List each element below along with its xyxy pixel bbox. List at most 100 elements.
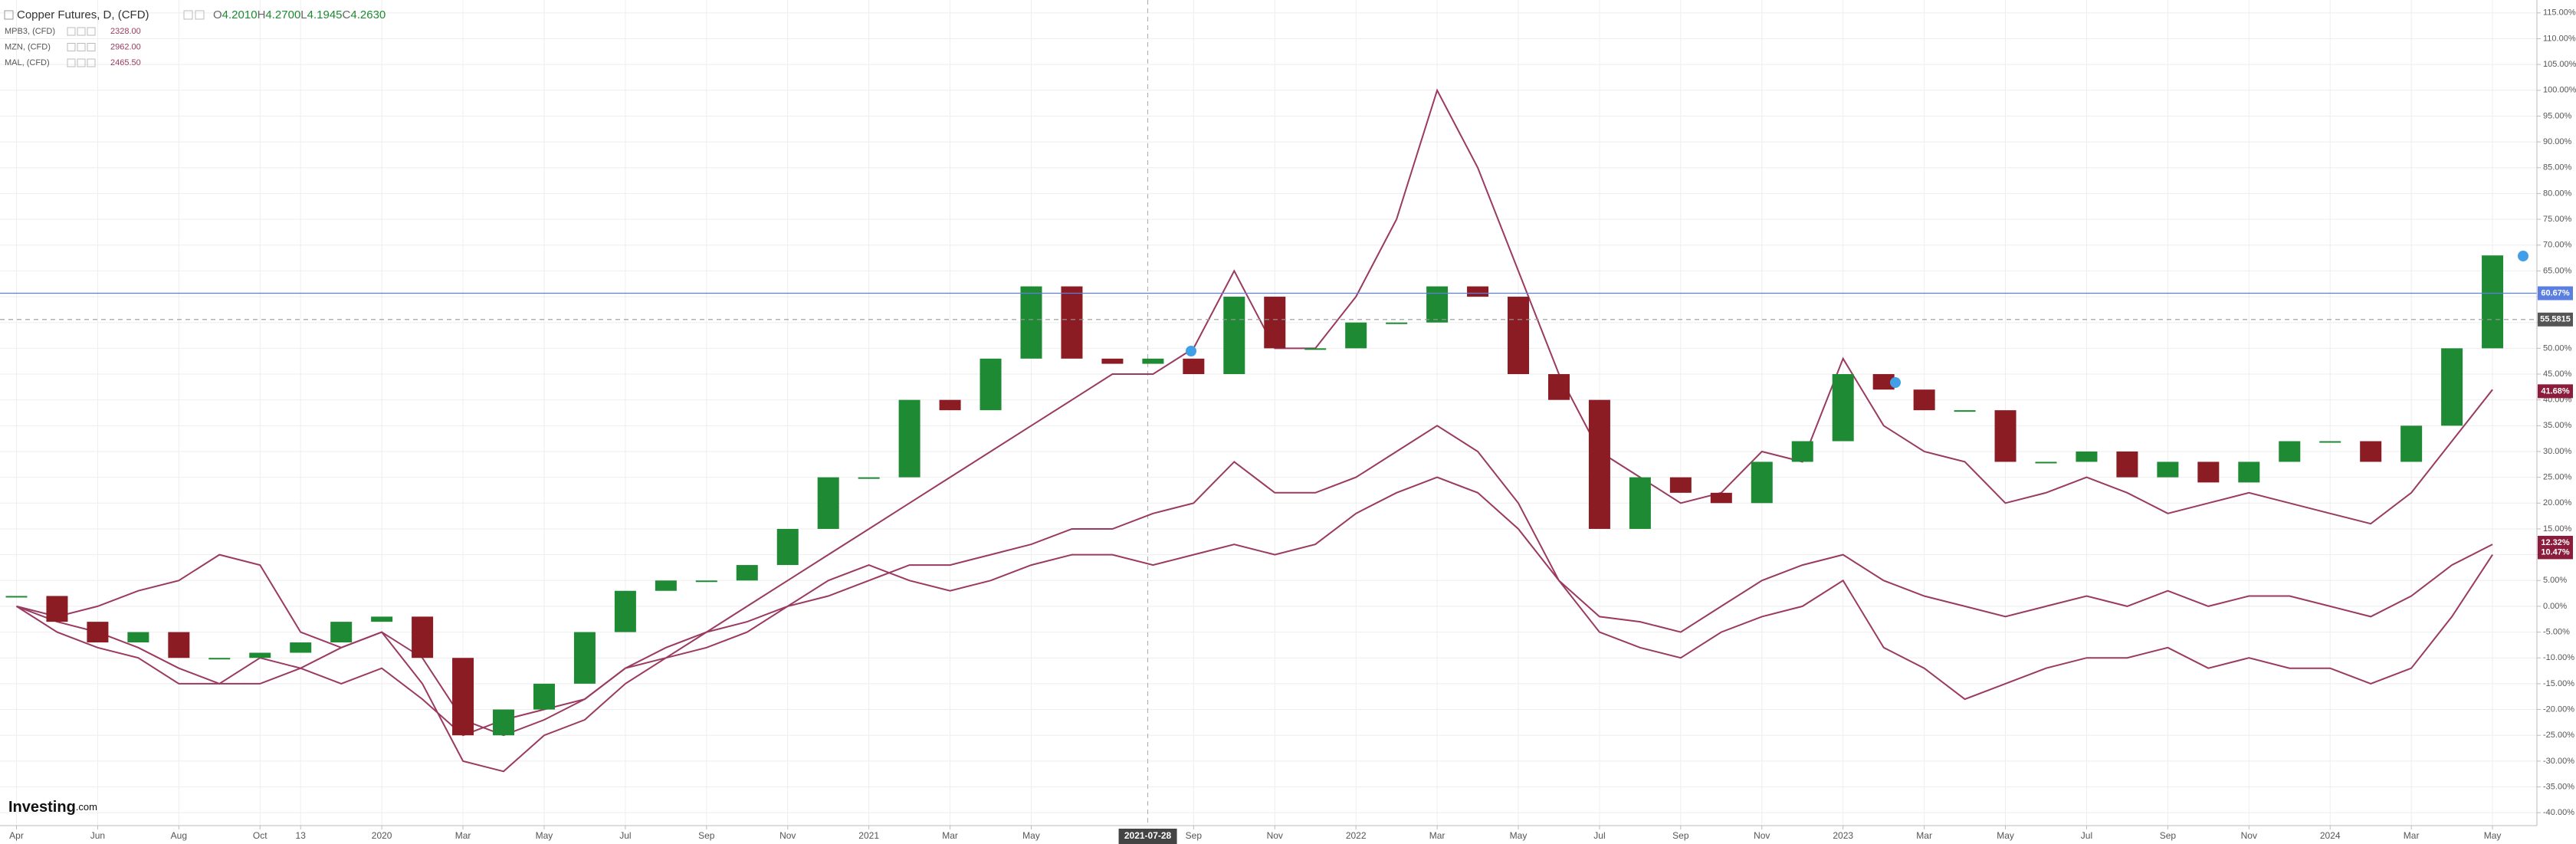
x-tick-label: 2024: [2320, 830, 2341, 841]
y-tick-label: 105.00%: [2543, 60, 2576, 69]
ohlc-key: L: [300, 8, 307, 21]
candle: [1994, 410, 2016, 462]
ohlc-value: 4.1945: [307, 8, 343, 21]
series-line: [16, 88, 2493, 773]
y-tick-label: 90.00%: [2543, 137, 2572, 146]
candle: [1588, 399, 1610, 529]
logo: Investing.com: [8, 799, 97, 816]
logo-main: Investing: [8, 799, 76, 816]
y-tick-label: 45.00%: [2543, 369, 2572, 379]
marks: [0, 0, 2537, 826]
price-badge-label: 41.68%: [2541, 386, 2570, 396]
candle: [127, 632, 149, 643]
candle: [46, 596, 68, 622]
candle: [1751, 461, 1773, 504]
y-tick-label: -20.00%: [2543, 704, 2574, 714]
candle: [573, 632, 596, 684]
legend-name: MZN, (CFD): [5, 42, 51, 51]
ohlc-value: 4.2010: [222, 8, 258, 21]
candle: [412, 616, 434, 658]
legend-price: 2962.00: [110, 42, 141, 51]
y-tick-label: 115.00%: [2543, 8, 2576, 18]
candle: [1954, 410, 1976, 412]
legend-icon: [77, 58, 86, 67]
event-marker[interactable]: [1890, 377, 1901, 388]
price-badge: [2538, 286, 2573, 300]
candle: [1426, 286, 1449, 323]
icon[interactable]: [183, 10, 193, 20]
x-tick-label: May: [2484, 830, 2502, 841]
legend-price: 2328.00: [110, 27, 141, 36]
y-tick-label: -35.00%: [2543, 782, 2574, 791]
y-tick-label: 80.00%: [2543, 189, 2572, 198]
y-tick-label: -15.00%: [2543, 679, 2574, 688]
candle: [695, 580, 717, 583]
candle: [614, 590, 636, 632]
candle: [2400, 425, 2423, 462]
candle: [776, 528, 799, 566]
candle: [736, 565, 758, 581]
ohlc-key: H: [258, 8, 266, 21]
y-tick-label: -10.00%: [2543, 653, 2574, 662]
candle: [939, 399, 961, 411]
legend-icon: [67, 27, 76, 36]
legend-icon: [67, 58, 76, 67]
candle: [898, 399, 920, 478]
candle: [1791, 441, 1813, 462]
candle: [1467, 286, 1489, 297]
y-tick-label: -5.00%: [2543, 627, 2570, 636]
collapse-icon[interactable]: [4, 10, 14, 20]
x-tick-label: May: [1997, 830, 2014, 841]
title-icons: [183, 10, 205, 20]
y-tick-label: 25.00%: [2543, 473, 2572, 482]
icon[interactable]: [195, 10, 205, 20]
x-tick-label: Mar: [2404, 830, 2420, 841]
y-tick-label: 15.00%: [2543, 524, 2572, 534]
x-tick-label: Nov: [1754, 830, 1770, 841]
x-tick-label: 2021: [858, 830, 879, 841]
price-badge-label: 10.47%: [2541, 547, 2570, 557]
candle: [2360, 441, 2382, 462]
y-tick-label: 30.00%: [2543, 447, 2572, 456]
event-marker[interactable]: [2518, 251, 2528, 261]
x-tick-label: May: [1510, 830, 1528, 841]
candle: [1913, 389, 1935, 411]
event-marker[interactable]: [1186, 346, 1196, 356]
price-badge: [2538, 384, 2573, 399]
x-tick-label: Oct: [253, 830, 267, 841]
price-badge-label: 12.32%: [2541, 538, 2570, 547]
candle: [1304, 348, 1327, 350]
candle: [817, 477, 839, 529]
event-markers: [1186, 251, 2528, 388]
candle: [1061, 286, 1083, 359]
candle: [2116, 451, 2138, 478]
x-tick-label: Mar: [942, 830, 958, 841]
candle: [2441, 348, 2463, 426]
candle: [2482, 255, 2504, 349]
candle: [1629, 477, 1651, 529]
x-tick-label: Jul: [1593, 830, 1605, 841]
candle: [87, 622, 109, 643]
candle: [980, 358, 1002, 411]
candle: [330, 622, 353, 643]
price-badge: [2538, 545, 2573, 560]
x-tick-label: Sep: [1186, 830, 1203, 841]
candle: [1832, 374, 1854, 442]
candle: [1345, 322, 1367, 349]
y-tick-label: 70.00%: [2543, 241, 2572, 250]
candle: [168, 632, 190, 658]
candle: [1508, 297, 1530, 375]
ohlc-value: 4.2700: [265, 8, 300, 21]
candle: [1101, 358, 1124, 364]
x-tick-label: Nov: [1267, 830, 1283, 841]
ohlc-key: C: [343, 8, 351, 21]
x-tick-label: Sep: [698, 830, 715, 841]
candle: [1547, 374, 1570, 400]
candle: [1183, 358, 1205, 375]
y-tick-label: -25.00%: [2543, 731, 2574, 740]
price-badge: [2538, 312, 2573, 327]
candle: [1386, 322, 1408, 324]
x-tick-label: Aug: [171, 830, 187, 841]
y-tick-label: -30.00%: [2543, 757, 2574, 766]
legend: MPB3, (CFD) 2328.00 MZN, (CFD) 2962.00 MAL, …: [5, 27, 141, 67]
